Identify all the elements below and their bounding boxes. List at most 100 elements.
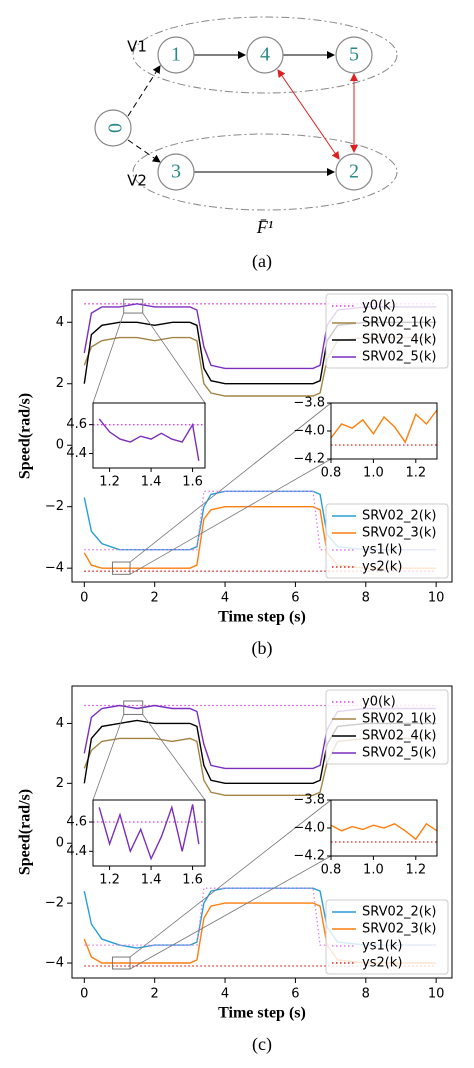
zoom-region (123, 298, 144, 314)
x-tick-label: 8 (362, 987, 370, 1002)
inset-area (93, 800, 205, 866)
legend-label: SRV02_2(k) (362, 509, 436, 524)
zoom-region (111, 561, 131, 575)
y-axis-label: Speed(rad/s) (17, 393, 34, 479)
x-axis-label: Time step (s) (218, 609, 306, 626)
zoom-connector (142, 714, 206, 801)
inset-y-tick-label: 4.6 (66, 815, 87, 830)
legend-label: SRV02_4(k) (362, 729, 436, 744)
legend-label: ys1(k) (362, 543, 402, 558)
y-tick-label: 2 (56, 376, 64, 391)
node (157, 153, 195, 191)
inset-x-tick-label: 1.2 (405, 863, 426, 878)
y-tick-label: 4 (56, 716, 64, 731)
chart: 0 2 4 6 8 10 −4 −2 0 2 4 y0(k) SRV02_1(k) SRV02_4(k) S… (17, 289, 453, 659)
inset-series (331, 822, 437, 843)
caption: (a) (252, 251, 272, 272)
node-label: 4 (260, 44, 270, 66)
x-tick-label: 6 (291, 987, 299, 1002)
edge (127, 65, 161, 117)
inset-y-tick-label: −4.0 (293, 821, 325, 836)
x-axis-label: Time step (s) (218, 1005, 306, 1022)
node-label: 0 (103, 123, 125, 133)
inset-x-tick-label: 1.0 (363, 466, 384, 481)
caption: (b) (252, 638, 273, 659)
inset-x-tick-label: 1.2 (405, 466, 426, 481)
inset-area (93, 403, 205, 468)
y-tick-label: −4 (45, 956, 64, 971)
axes-frame (71, 685, 453, 979)
x-tick-label: 8 (362, 591, 370, 606)
inset-frame (92, 402, 206, 469)
legend-box (325, 899, 449, 975)
legend-label: SRV02_1(k) (362, 316, 436, 331)
inset-line (98, 418, 200, 461)
inset-area (331, 403, 437, 459)
inset-line (331, 822, 437, 841)
x-tick-label: 4 (221, 987, 229, 1002)
inset-x-tick-label: 1.2 (99, 475, 120, 490)
zoom-connector (129, 855, 332, 970)
y-tick-label: 0 (56, 438, 64, 453)
zoom-connector (142, 312, 206, 404)
legend-label: SRV02_2(k) (362, 905, 436, 920)
x-tick-label: 2 (151, 591, 159, 606)
zoom-connector (92, 312, 125, 404)
chart: 0 2 4 6 8 10 −4 −2 0 2 4 y0(k) SRV02_1(k) SRV02_4(k) S… (17, 685, 453, 1055)
node (94, 109, 132, 147)
group-outline (132, 16, 398, 94)
x-tick-label: 10 (428, 987, 445, 1002)
inset-series (331, 409, 437, 446)
legend-box (325, 293, 449, 369)
inset-series (93, 804, 205, 861)
group-label: V1 (127, 38, 147, 56)
legend-label: SRV02_4(k) (362, 333, 436, 348)
inset-x-tick-label: 1.4 (141, 475, 162, 490)
zoom-region (111, 956, 131, 970)
x-tick-label: 4 (221, 591, 229, 606)
inset-x-tick-label: 1.4 (141, 873, 162, 888)
legend-label: y0(k) (362, 299, 396, 314)
zoom-connector (129, 458, 332, 575)
group-label: V2 (127, 172, 147, 190)
diagram: 0 1 4 5 3 2 V1 V2 F̄¹ (a) (94, 16, 398, 272)
x-tick-label: 0 (80, 591, 88, 606)
zoom-connector (129, 799, 332, 958)
y-axis-label: Speed(rad/s) (17, 789, 34, 875)
legend-label: ys1(k) (362, 939, 402, 954)
inset-x-tick-label: 1.0 (363, 863, 384, 878)
node-label: 2 (349, 161, 359, 183)
y-tick-label: −2 (45, 896, 64, 911)
inset-line (98, 804, 200, 861)
inset-y-tick-label: −4.0 (293, 424, 325, 439)
edge (277, 69, 340, 160)
y-tick-label: 0 (56, 836, 64, 851)
zoom-connector (92, 714, 125, 801)
edge (127, 139, 161, 163)
node (335, 36, 373, 74)
inset-x-tick-label: 0.8 (321, 863, 342, 878)
inset-y-tick-label: 4.4 (66, 844, 87, 859)
node (157, 36, 195, 74)
legend-box (325, 503, 449, 579)
node (335, 153, 373, 191)
node (246, 36, 284, 74)
legend-box (325, 689, 449, 765)
legend-label: SRV02_5(k) (362, 746, 436, 761)
inset-x-tick-label: 0.8 (321, 466, 342, 481)
zoom-connector (129, 402, 332, 563)
x-tick-label: 10 (428, 591, 445, 606)
y-tick-label: 2 (56, 776, 64, 791)
inset-frame (92, 799, 206, 867)
legend-label: SRV02_3(k) (362, 526, 436, 541)
inset-y-tick-label: −4.2 (293, 452, 325, 467)
legend-label: SRV02_3(k) (362, 922, 436, 937)
inset-x-tick-label: 1.2 (99, 873, 120, 888)
legend-label: SRV02_5(k) (362, 350, 436, 365)
inset-y-tick-label: −4.2 (293, 849, 325, 864)
inset-y-tick-label: 4.4 (66, 446, 87, 461)
x-tick-label: 0 (80, 987, 88, 1002)
inset-y-tick-label: −3.8 (293, 396, 325, 411)
series-line (84, 887, 437, 946)
